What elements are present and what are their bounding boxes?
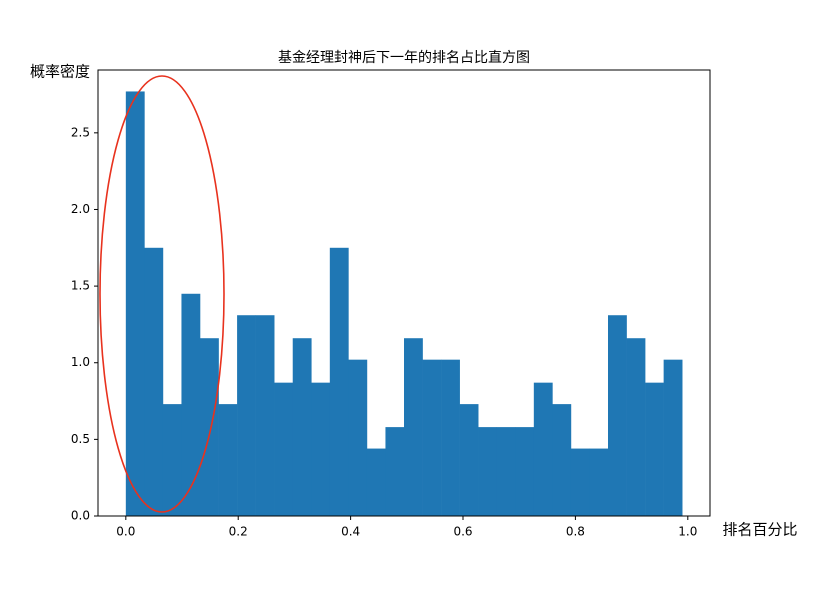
- bar: [626, 338, 646, 516]
- bar: [366, 448, 386, 516]
- bar: [255, 315, 275, 516]
- bar: [441, 359, 460, 516]
- bar: [348, 359, 368, 516]
- y-tick-label: 0.5: [71, 432, 90, 446]
- y-tick-label: 1.0: [71, 355, 90, 369]
- bar: [478, 427, 498, 516]
- bar: [181, 293, 201, 516]
- bar: [162, 404, 182, 516]
- bar: [274, 382, 294, 516]
- bar: [459, 404, 479, 516]
- y-tick-label: 2.0: [71, 202, 90, 216]
- y-tick-label: 1.5: [71, 279, 90, 293]
- bar: [329, 247, 349, 517]
- x-tick-label: 0.6: [453, 525, 472, 539]
- bar: [218, 404, 238, 516]
- bar: [237, 315, 256, 516]
- bar: [589, 448, 609, 516]
- bar: [645, 382, 664, 516]
- x-axis-label: 排名百分比: [722, 521, 797, 539]
- bar: [663, 359, 683, 516]
- x-tick-label: 0.0: [116, 525, 135, 539]
- bar: [385, 427, 405, 516]
- bar: [311, 382, 331, 516]
- plot-frame: [97, 69, 711, 517]
- y-axis-label: 概率密度: [30, 63, 90, 81]
- highlight-ellipse: [99, 75, 225, 513]
- bar: [515, 427, 535, 516]
- x-tick-label: 0.2: [229, 525, 248, 539]
- chart-title: 基金经理封神后下一年的排名占比直方图: [278, 49, 530, 66]
- bar: [144, 247, 164, 517]
- y-tick-label: 0.0: [71, 509, 90, 523]
- bar: [422, 359, 442, 516]
- y-tick-label: 2.5: [71, 125, 90, 139]
- bar: [200, 338, 219, 516]
- bar: [496, 427, 516, 516]
- bar: [292, 338, 312, 516]
- bar: [552, 404, 572, 516]
- bar: [533, 382, 553, 516]
- x-tick-label: 1.0: [678, 525, 697, 539]
- bar: [608, 315, 627, 516]
- bar: [404, 338, 423, 516]
- bar: [125, 91, 145, 517]
- x-tick-label: 0.4: [341, 525, 360, 539]
- bar: [570, 448, 590, 516]
- x-tick-label: 0.8: [566, 525, 585, 539]
